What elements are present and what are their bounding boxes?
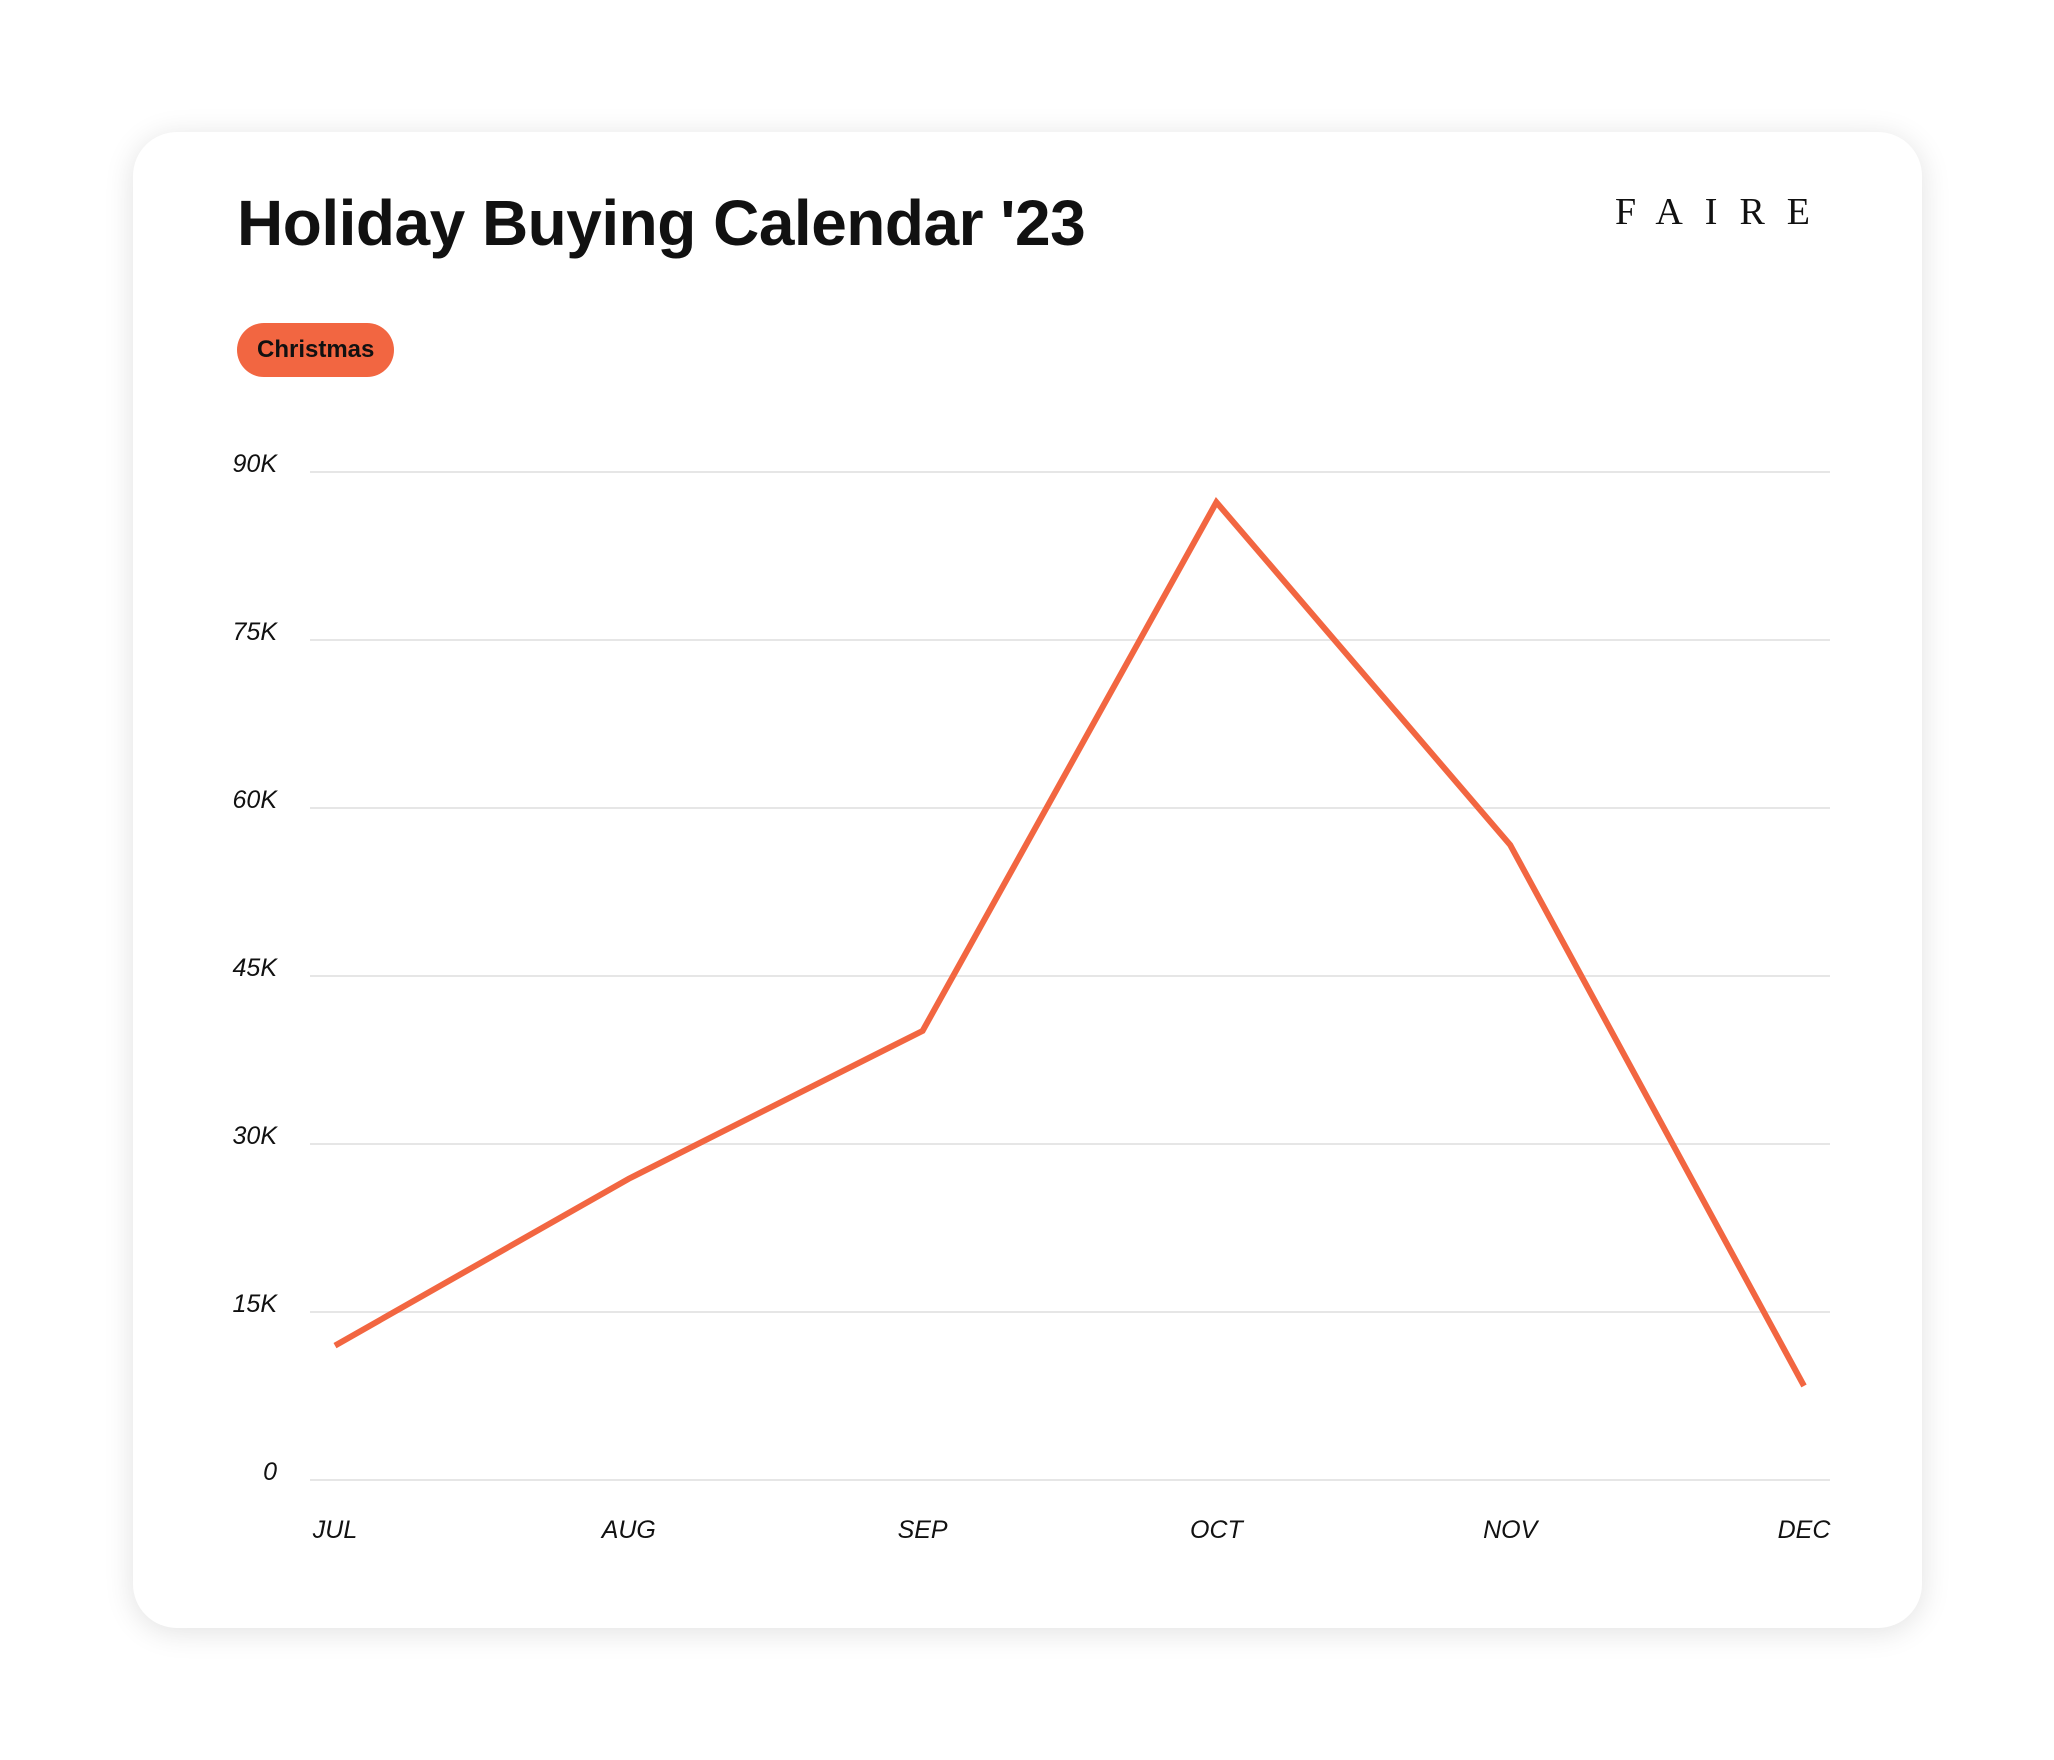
x-tick-label: OCT: [1190, 1516, 1245, 1544]
chart-title: Holiday Buying Calendar '23: [237, 187, 1086, 259]
chart-card: Holiday Buying Calendar '23 FAIRE Christ…: [133, 132, 1922, 1628]
y-tick-label: 60K: [233, 786, 279, 814]
x-tick-label: JUL: [312, 1516, 357, 1544]
x-tick-label: SEP: [898, 1516, 948, 1544]
y-tick-label: 45K: [233, 954, 279, 982]
legend-badge-christmas[interactable]: Christmas: [237, 323, 395, 377]
y-tick-label: 15K: [233, 1290, 279, 1318]
y-tick-label: 0: [263, 1458, 277, 1486]
x-tick-label: NOV: [1483, 1516, 1540, 1544]
x-tick-label: AUG: [600, 1516, 656, 1544]
y-tick-label: 75K: [233, 618, 279, 646]
series-line-christmas: [333, 497, 1807, 1388]
y-tick-label: 30K: [233, 1122, 279, 1150]
x-tick-label: DEC: [1778, 1516, 1832, 1544]
y-tick-label: 90K: [233, 450, 279, 478]
faire-logo: FAIRE: [1615, 191, 1832, 233]
